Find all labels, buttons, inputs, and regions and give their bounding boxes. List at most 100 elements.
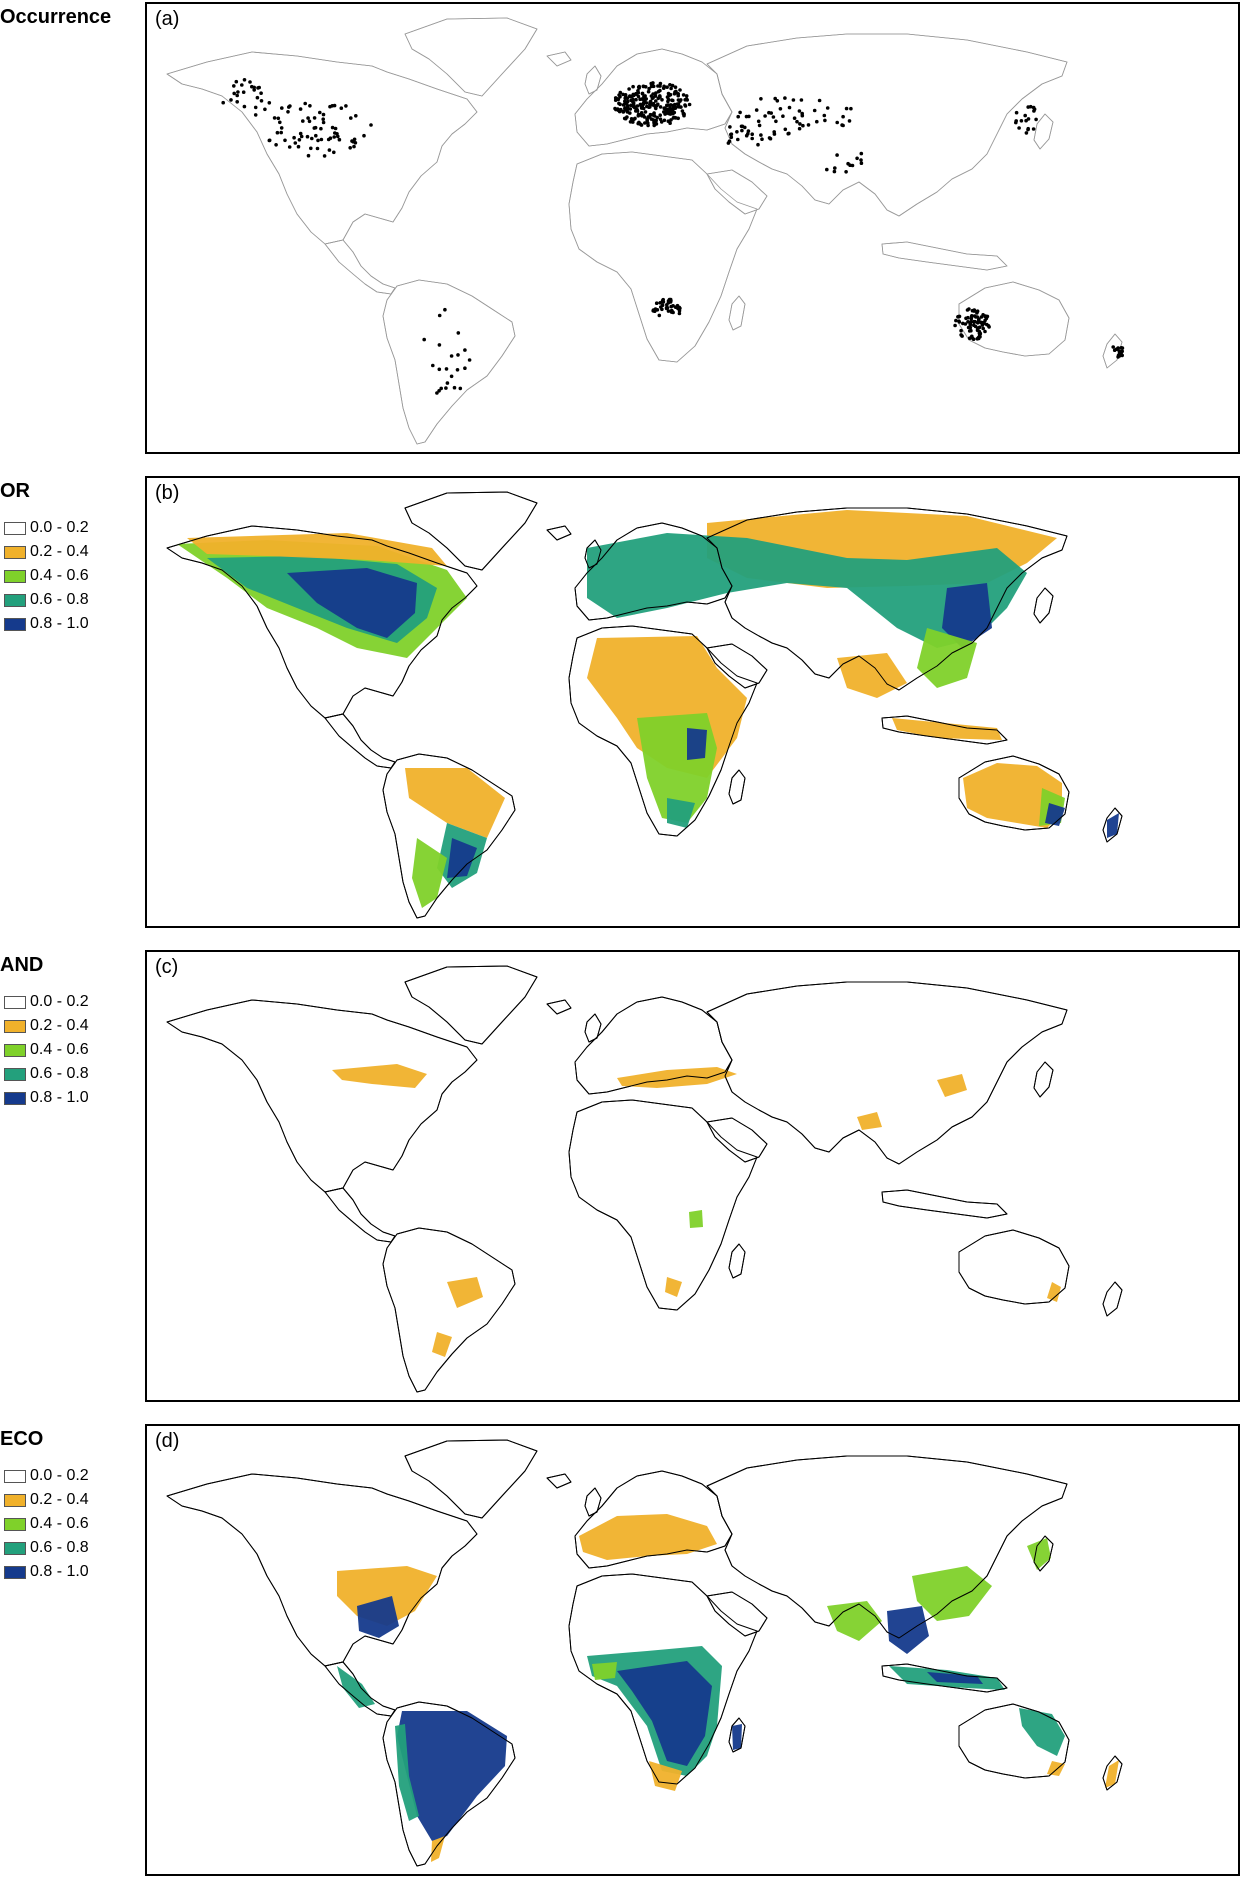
occurrence-point [670, 98, 674, 102]
occurrence-point [953, 323, 957, 328]
coastline-greenland [404, 965, 538, 1045]
panel-label: OR [0, 480, 30, 502]
occurrence-point [661, 297, 665, 302]
occurrence-point [628, 111, 632, 115]
occurrence-point [646, 89, 651, 94]
occurrence-point [255, 95, 260, 100]
occurrence-point [349, 116, 353, 120]
occurrence-point [318, 110, 322, 115]
occurrence-point [309, 146, 313, 151]
occurrence-point [274, 143, 278, 147]
landmass-central-america [324, 1187, 396, 1243]
occurrence-point [746, 129, 751, 133]
occurrence-point [957, 320, 962, 324]
occurrence-point [981, 313, 985, 317]
occurrence-point [738, 110, 742, 115]
occurrence-point [267, 101, 272, 105]
occurrence-point [841, 123, 845, 128]
occurrence-point [643, 121, 647, 125]
occurrence-point [280, 106, 284, 110]
occurrence-point [437, 389, 441, 393]
occurrence-point [798, 122, 802, 126]
legend-label: 0.6 - 0.8 [30, 1065, 89, 1082]
occurrence-point [312, 126, 317, 130]
occurrence-point [267, 138, 272, 143]
occurrence-point [736, 137, 740, 142]
occurrence-point [287, 145, 292, 149]
occurrence-point [671, 115, 676, 120]
occurrence-point [1034, 117, 1038, 122]
occurrence-point [333, 126, 338, 131]
legend-swatch [4, 995, 26, 1009]
occurrence-point [631, 92, 636, 97]
occurrence-point [651, 95, 655, 100]
occurrence-point [275, 130, 280, 135]
suitability-region [1105, 1760, 1119, 1788]
occurrence-point [740, 124, 745, 129]
coastline-africa [568, 151, 758, 363]
legend-item: 0.0 - 0.2 [4, 1464, 89, 1488]
occurrence-point [671, 310, 675, 315]
occurrence-point [354, 114, 358, 118]
coastline-indonesia [881, 1663, 1008, 1693]
occurrence-point [791, 98, 796, 102]
occurrence-point [975, 315, 980, 319]
occurrence-point [621, 92, 625, 97]
occurrence-point [968, 322, 973, 327]
occurrence-point [658, 105, 663, 109]
suitability-region [397, 1711, 507, 1841]
legend-label: 0.6 - 0.8 [30, 1539, 89, 1556]
legend-swatch [4, 1565, 26, 1579]
suitability-region [1047, 1761, 1065, 1776]
suitability-region [667, 798, 695, 828]
occurrence-point [654, 91, 658, 95]
suitability-region [579, 1514, 717, 1560]
occurrence-point [815, 119, 819, 124]
coastline-central-america [324, 239, 396, 295]
occurrence-point [1017, 126, 1021, 130]
legend-label: 0.0 - 0.2 [30, 1467, 89, 1484]
occurrence-point [301, 119, 305, 123]
landmass-north-america [166, 1473, 478, 1667]
occurrence-point [283, 138, 287, 143]
coastline-madagascar [728, 769, 746, 805]
occurrence-point [458, 386, 463, 391]
occurrence-point [645, 118, 649, 123]
coastline-new-zealand [1102, 1281, 1123, 1317]
occurrence-point [783, 96, 787, 100]
occurrence-point [754, 108, 759, 112]
occurrence-point [348, 146, 352, 150]
occurrence-point [439, 386, 444, 391]
occurrence-point [968, 325, 973, 330]
occurrence-point [956, 314, 961, 319]
coastline-new-zealand [1102, 1755, 1123, 1791]
occurrence-point [727, 139, 732, 143]
occurrence-point [964, 316, 968, 321]
occurrence-point [279, 130, 283, 135]
occurrence-point [825, 167, 829, 172]
occurrence-point [666, 103, 670, 107]
occurrence-point [622, 102, 627, 107]
occurrence-point [671, 304, 675, 308]
suitability-region [689, 1210, 703, 1228]
legend-item: 0.4 - 0.6 [4, 564, 89, 588]
occurrence-point [1026, 105, 1030, 109]
occurrence-point [330, 125, 335, 130]
occurrence-point [978, 331, 982, 335]
suitability-region [732, 1724, 742, 1750]
occurrence-point [467, 358, 472, 362]
legend-swatch [4, 569, 26, 583]
occurrence-point [666, 91, 671, 96]
occurrence-point [298, 107, 303, 111]
coastline-iceland [546, 51, 572, 67]
occurrence-point [678, 88, 682, 92]
occurrence-point [676, 92, 680, 96]
occurrence-point [823, 118, 827, 123]
occurrence-point [242, 78, 247, 82]
occurrence-point [638, 102, 643, 107]
occurrence-point [463, 366, 467, 371]
occurrence-point [986, 324, 991, 328]
suitability-region [942, 583, 992, 648]
occurrence-point [652, 111, 656, 115]
legend-swatch [4, 1019, 26, 1033]
